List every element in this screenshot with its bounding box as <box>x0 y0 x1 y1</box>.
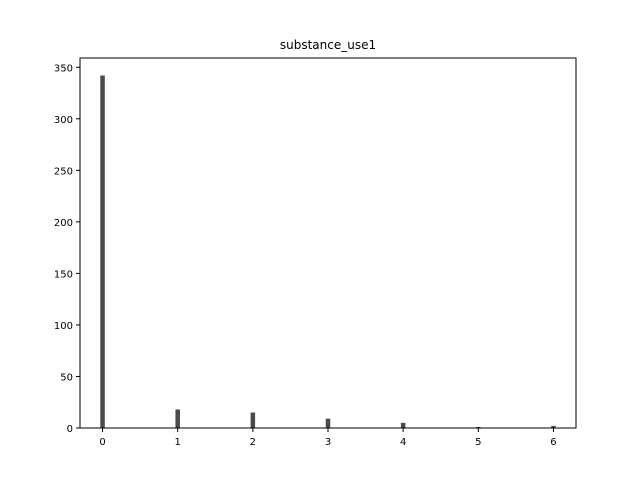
y-tick-label: 50 <box>60 372 73 383</box>
y-tick-label: 300 <box>54 115 73 126</box>
x-tick-label: 2 <box>250 437 256 448</box>
x-tick-label: 3 <box>325 437 331 448</box>
x-tick-label: 6 <box>550 437 556 448</box>
bar-2 <box>250 412 256 428</box>
x-tick-label: 4 <box>400 437 406 448</box>
x-tick-label: 1 <box>175 437 181 448</box>
x-tick-label: 0 <box>99 437 105 448</box>
bar-group <box>100 75 556 429</box>
y-tick-label: 350 <box>54 63 73 74</box>
x-tick-label: 5 <box>475 437 481 448</box>
y-tick-label: 0 <box>67 424 73 435</box>
bar-1 <box>175 409 180 428</box>
bar-6 <box>551 425 556 428</box>
y-tick-label: 150 <box>54 269 73 280</box>
bar-5 <box>476 426 481 428</box>
x-axis: 0 1 2 3 4 5 6 <box>99 428 557 448</box>
bar-4 <box>400 422 406 428</box>
bar-0 <box>100 75 105 429</box>
plot-frame <box>79 57 577 429</box>
y-tick-label: 100 <box>54 321 73 332</box>
bar-3 <box>325 418 331 428</box>
y-tick-label: 200 <box>54 218 73 229</box>
chart-title: substance_use1 <box>280 38 376 52</box>
y-axis: 0 50 100 150 200 250 300 350 <box>54 63 80 435</box>
y-tick-label: 250 <box>54 166 73 177</box>
